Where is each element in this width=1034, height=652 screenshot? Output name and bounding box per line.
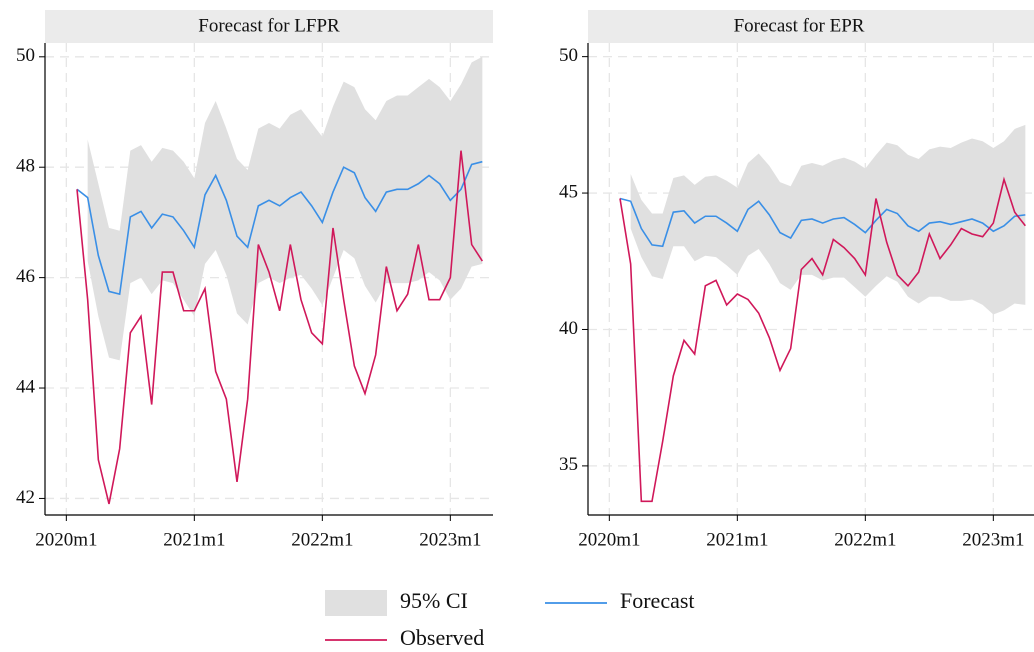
y-tick-label: 46 <box>16 266 35 287</box>
y-tick-label: 48 <box>16 156 35 177</box>
x-tick-label: 2021m1 <box>706 529 768 550</box>
y-tick-label: 42 <box>16 487 35 508</box>
x-tick-label: 2021m1 <box>163 529 225 550</box>
series-line <box>76 150 484 505</box>
series-line <box>76 160 483 296</box>
x-tick-label: 2023m1 <box>419 529 481 550</box>
legend-label: Observed <box>400 625 484 650</box>
legend-label: Forecast <box>620 588 695 613</box>
x-tick-label: 2022m1 <box>834 529 896 550</box>
legend-swatch <box>325 590 387 616</box>
panel-title: Forecast for LFPR <box>198 15 340 36</box>
series-line <box>619 197 1026 248</box>
y-tick-label: 35 <box>559 454 578 475</box>
series-line <box>619 176 1026 503</box>
title-strip <box>45 10 493 43</box>
title-strip <box>588 10 1034 43</box>
x-tick-label: 2020m1 <box>35 529 97 550</box>
x-tick-label: 2023m1 <box>962 529 1024 550</box>
y-tick-label: 45 <box>559 181 578 202</box>
panel-title: Forecast for EPR <box>734 15 865 36</box>
y-tick-label: 50 <box>16 45 35 66</box>
y-tick-label: 50 <box>559 45 578 66</box>
ci-band <box>630 124 1026 315</box>
y-tick-label: 44 <box>16 376 36 397</box>
y-tick-label: 40 <box>559 318 578 339</box>
legend-label: 95% CI <box>400 588 468 613</box>
x-tick-label: 2022m1 <box>291 529 353 550</box>
x-tick-label: 2020m1 <box>578 529 640 550</box>
ci-band <box>87 56 483 361</box>
